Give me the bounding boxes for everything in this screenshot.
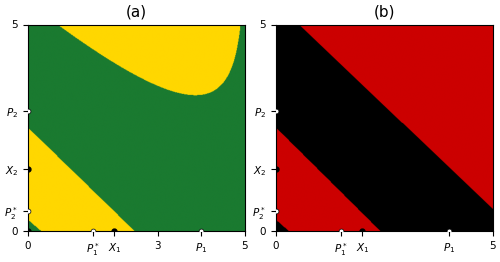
Title: (b): (b) (374, 4, 395, 19)
Title: (a): (a) (126, 4, 146, 19)
